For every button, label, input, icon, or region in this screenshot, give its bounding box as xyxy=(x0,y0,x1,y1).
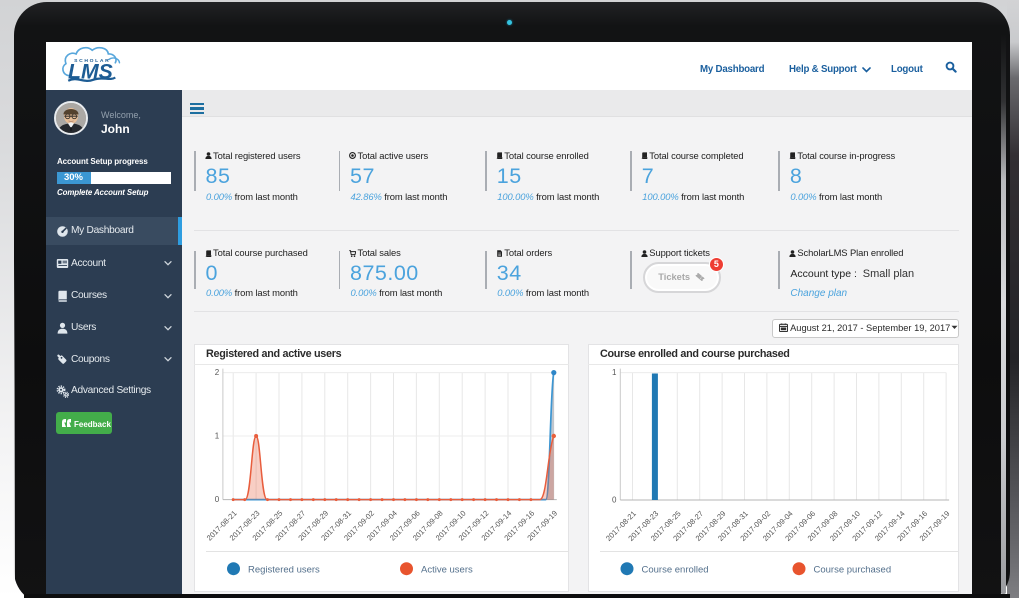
svg-text:Registered users: Registered users xyxy=(248,564,320,575)
svg-text:Active users: Active users xyxy=(421,564,473,575)
svg-text:Course purchased: Course purchased xyxy=(813,564,891,575)
svg-text:0: 0 xyxy=(214,495,219,504)
svg-text:0: 0 xyxy=(612,496,617,505)
svg-text:1: 1 xyxy=(612,368,617,377)
svg-text:2: 2 xyxy=(214,368,219,377)
svg-text:SCHOLAR: SCHOLAR xyxy=(74,58,110,64)
svg-text:1: 1 xyxy=(214,432,219,441)
svg-text:Course enrolled: Course enrolled xyxy=(641,564,708,575)
